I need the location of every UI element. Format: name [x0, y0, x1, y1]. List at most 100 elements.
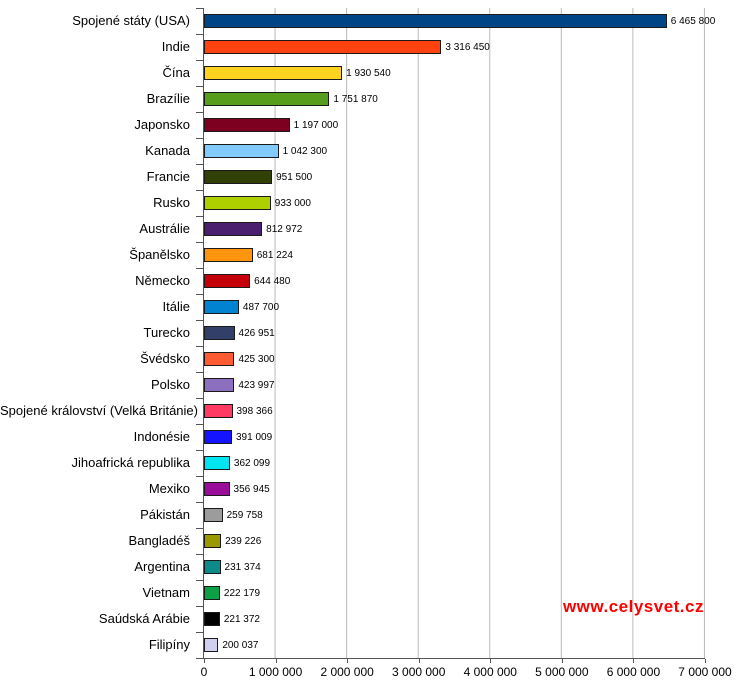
- x-tick-label: 7 000 000: [678, 665, 732, 679]
- x-axis-tick: [418, 659, 420, 663]
- bar-row: 231 374: [204, 554, 705, 580]
- value-label: 1 930 540: [346, 67, 391, 79]
- bar-row: 423 997: [204, 372, 705, 398]
- bar: [204, 66, 343, 80]
- category-label: Spojené státy (USA): [72, 13, 190, 28]
- value-label: 1 197 000: [293, 119, 339, 131]
- y-axis-ticks: [196, 8, 203, 659]
- bar-row: 398 366: [204, 398, 705, 424]
- bar: [204, 170, 273, 184]
- y-axis-tick: [196, 424, 203, 425]
- bar: [204, 274, 251, 288]
- category-label: Vietnam: [142, 585, 190, 600]
- bar-row: 200 037: [204, 632, 705, 658]
- y-axis-tick: [196, 476, 203, 477]
- x-tick-label: 0: [200, 665, 208, 679]
- y-axis-tick: [196, 112, 203, 113]
- y-axis-tick: [196, 580, 203, 581]
- bar-row: 1 042 300: [204, 138, 705, 164]
- value-label: 951 500: [276, 171, 313, 183]
- value-label: 426 951: [238, 327, 275, 339]
- bar: [204, 92, 330, 106]
- category-label: Švédsko: [140, 351, 190, 366]
- bar: [204, 144, 279, 158]
- bar-row: 259 758: [204, 502, 705, 528]
- bar-row: 426 951: [204, 320, 705, 346]
- y-axis-tick: [196, 34, 203, 35]
- x-axis-tick: [204, 659, 205, 663]
- category-label: Japonsko: [134, 117, 190, 132]
- value-label: 200 037: [222, 639, 259, 651]
- y-axis-tick: [196, 242, 203, 243]
- bar-row: 1 930 540: [204, 60, 705, 86]
- y-axis-tick: [196, 398, 203, 399]
- y-axis-tick: [196, 216, 203, 217]
- x-axis: 0 1 000 000 2 000 000 3 000 000 4 000 000 5 0…: [200, 659, 732, 683]
- watermark: www.celysvet.cz: [562, 597, 704, 616]
- bar: [204, 248, 253, 262]
- value-label: 933 000: [274, 197, 311, 209]
- category-label: Brazílie: [146, 91, 190, 106]
- bar-row: 239 226: [204, 528, 705, 554]
- category-label: Německo: [135, 273, 190, 288]
- value-label: 1 751 870: [333, 93, 378, 105]
- bar-row: 391 009: [204, 424, 705, 450]
- x-tick-label: 1 000 000: [248, 665, 303, 679]
- category-label: Pákistán: [140, 507, 190, 522]
- y-axis-tick: [196, 138, 203, 139]
- bar-row: 221 372: [204, 606, 705, 632]
- y-axis-tick: [196, 320, 203, 321]
- bar: [204, 586, 220, 600]
- bar: [204, 534, 222, 548]
- bar-row: 1 197 000: [204, 112, 705, 138]
- x-tick-label: 4 000 000: [463, 665, 517, 679]
- y-axis-tick: [196, 528, 203, 529]
- value-label: 6 465 800: [670, 15, 716, 27]
- bar-row: 933 000: [204, 190, 705, 216]
- x-axis-tick: [561, 659, 563, 663]
- category-label: Čína: [162, 65, 190, 80]
- bar-row: 812 972: [204, 216, 705, 242]
- category-label: Indie: [161, 39, 190, 54]
- x-axis-tick: [633, 659, 635, 663]
- value-label: 425 300: [238, 353, 275, 365]
- bar: [204, 404, 233, 418]
- bar: [204, 612, 220, 626]
- category-labels: Spojené státy (USA) Indie Čína Brazílie Japo…: [0, 8, 198, 659]
- bar: [204, 326, 235, 340]
- value-label: 812 972: [266, 223, 303, 235]
- bar: [204, 508, 223, 522]
- category-label: Španělsko: [129, 247, 190, 262]
- plot-area: 6 465 800 3 316 450 1 930 540 1 751 870 1 19…: [203, 8, 715, 659]
- category-label: Polsko: [150, 377, 190, 392]
- category-label: Itálie: [162, 299, 190, 314]
- value-label: 356 945: [233, 483, 270, 495]
- bar: [204, 378, 235, 392]
- bar: [204, 222, 263, 236]
- category-label: Rusko: [153, 195, 190, 210]
- bar: [204, 456, 230, 470]
- x-axis-tick: [490, 659, 492, 663]
- x-axis-tick: [275, 659, 277, 663]
- x-tick-label: 3 000 000: [392, 665, 446, 679]
- bar: [204, 352, 235, 366]
- y-axis-tick: [196, 658, 203, 659]
- x-tick-label: 6 000 000: [606, 665, 661, 679]
- bar-row: 644 480: [204, 268, 705, 294]
- category-label: Austrálie: [139, 221, 190, 236]
- category-label: Filipíny: [148, 637, 190, 652]
- value-label: 1 042 300: [282, 145, 328, 157]
- bar-row: 487 700: [204, 294, 705, 320]
- bar-row: 6 465 800: [204, 8, 715, 34]
- category-label: Kanada: [145, 143, 190, 158]
- y-axis-tick: [196, 632, 203, 633]
- value-label: 423 997: [238, 379, 275, 391]
- value-label: 239 226: [225, 535, 262, 547]
- y-axis-tick: [196, 8, 203, 9]
- bar: [204, 14, 667, 28]
- value-label: 259 758: [226, 509, 263, 521]
- value-label: 398 366: [236, 405, 273, 417]
- bar-row: 1 751 870: [204, 86, 705, 112]
- category-label: Mexiko: [148, 481, 190, 496]
- value-label: 391 009: [235, 431, 273, 443]
